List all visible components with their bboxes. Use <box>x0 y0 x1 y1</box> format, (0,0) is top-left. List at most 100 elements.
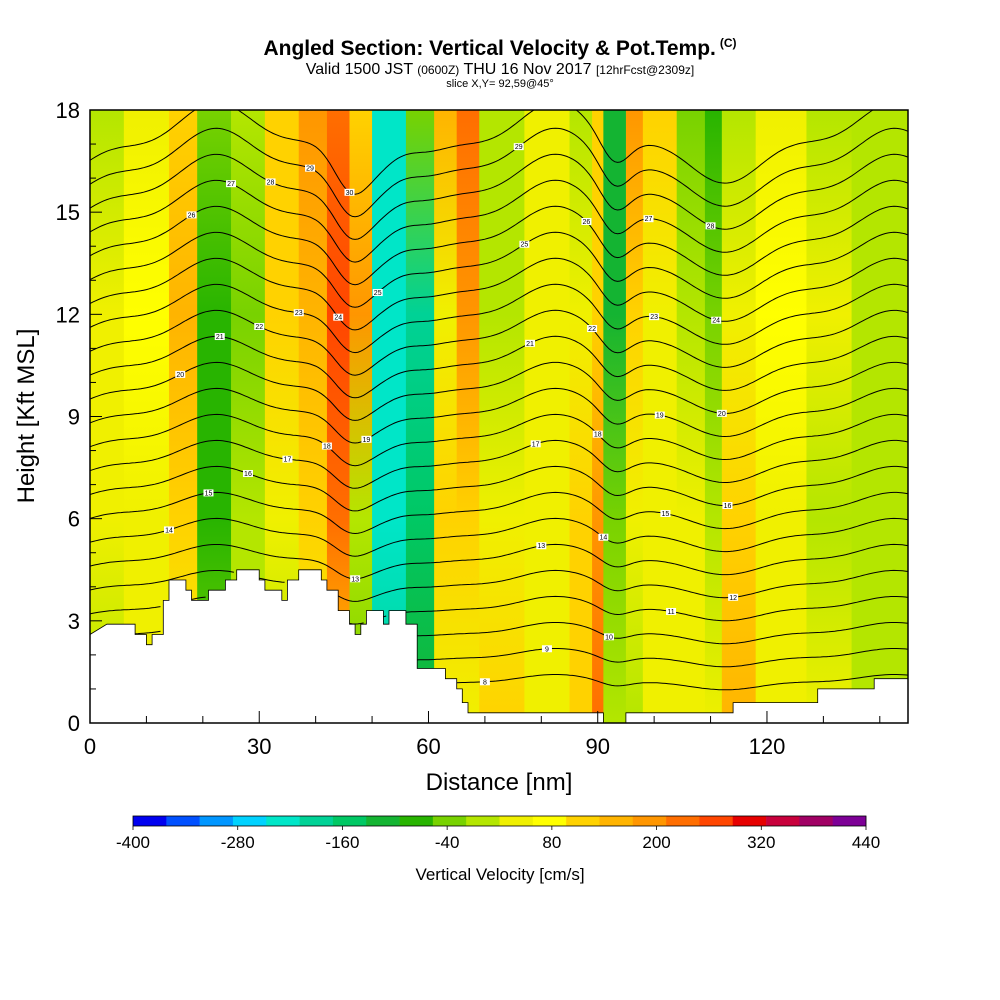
colorbar-swatch <box>366 816 400 826</box>
colorbar-swatch <box>266 816 300 826</box>
colorbar-title: Vertical Velocity [cm/s] <box>415 865 584 884</box>
colorbar-swatch <box>499 816 534 826</box>
valid-time: Valid 1500 JST <box>305 61 413 78</box>
contour-label-box <box>530 440 541 448</box>
forecast-info: [12hrFcst@2309z] <box>595 63 695 77</box>
x-tick-label: 120 <box>749 734 786 759</box>
contour-label: 29 <box>306 166 314 173</box>
contour-label-box <box>479 678 490 686</box>
contour-label-box <box>649 313 660 321</box>
contour-label-box <box>716 409 727 417</box>
y-tick-label: 12 <box>56 302 80 327</box>
y-tick-label: 0 <box>68 711 80 736</box>
theta-contour <box>135 622 908 645</box>
colorbar-swatch <box>166 816 200 826</box>
contour-label-box <box>592 430 603 438</box>
x-tick-label: 90 <box>585 734 609 759</box>
contour-label-box <box>226 180 237 188</box>
y-tick-label: 6 <box>68 507 80 532</box>
colorbar-tick-label: -280 <box>221 833 255 852</box>
colorbar-swatch <box>832 816 867 826</box>
velocity-column <box>721 110 757 723</box>
valid-utc: (0600Z) <box>417 63 460 77</box>
theta-contour <box>90 361 908 421</box>
copyright-mark: (C) <box>719 36 737 50</box>
theta-contour <box>90 595 908 625</box>
contour-label: 11 <box>667 609 674 616</box>
contour-label-box <box>660 509 671 517</box>
y-tick-label: 15 <box>56 200 80 225</box>
contour-label: 20 <box>718 411 726 418</box>
colorbar-swatch <box>432 816 467 826</box>
contour-label: 18 <box>323 444 331 451</box>
contour-label-box <box>282 455 293 463</box>
theta-contour <box>90 153 908 240</box>
velocity-column <box>434 110 458 723</box>
contour-label-box <box>305 164 316 172</box>
terrain-mask <box>90 569 908 723</box>
contour-label-box <box>519 240 530 248</box>
contour-label-box <box>654 411 665 419</box>
theta-contour <box>90 517 908 557</box>
colorbar-tick-label: -400 <box>116 833 150 852</box>
contour-label-box <box>186 211 197 219</box>
colorbar-swatch <box>199 816 234 826</box>
colorbar-swatch <box>466 816 500 826</box>
contour-label: 28 <box>707 223 715 230</box>
x-axis-title: Distance [nm] <box>426 769 573 796</box>
colorbar-swatch <box>332 816 367 826</box>
contour-label: 8 <box>483 679 487 686</box>
velocity-column <box>456 110 480 723</box>
contour-label-box <box>705 222 716 230</box>
contour-label-box <box>333 313 344 321</box>
contour-label: 10 <box>605 634 613 641</box>
contour-label-box <box>321 442 332 450</box>
contour-label: 30 <box>346 190 354 197</box>
velocity-column <box>755 110 807 723</box>
contour-label-box <box>344 188 355 196</box>
velocity-column <box>603 110 627 723</box>
x-axis-ticks: 0 30 60 90 120 <box>84 711 881 759</box>
contour-label: 22 <box>255 324 263 331</box>
contour-label: 17 <box>532 441 540 448</box>
contour-label: 25 <box>520 242 528 249</box>
contour-label-box <box>175 370 186 378</box>
contour-label: 21 <box>526 341 534 348</box>
contour-label: 13 <box>351 576 359 583</box>
theta-contour <box>90 387 908 444</box>
colorbar-frame <box>132 815 867 827</box>
theta-contours: 8 9 10 11 12 13 13 14 14 15 15 16 16 17 17 18 18 19 19 20 20… <box>90 110 908 691</box>
colorbar-swatch <box>532 816 567 826</box>
contour-label-box <box>598 533 609 541</box>
theta-contour <box>90 413 908 467</box>
chart-title-text: Angled Section: Vertical Velocity & Pot.… <box>263 37 716 60</box>
colorbar-swatch <box>666 816 700 826</box>
chart-title: Angled Section: Vertical Velocity & Pot.… <box>0 36 1000 61</box>
contour-label: 13 <box>537 543 545 550</box>
theta-contour <box>90 110 874 195</box>
theta-contour <box>90 283 908 354</box>
velocity-column <box>349 110 373 723</box>
colorbar-swatch <box>299 816 334 826</box>
colorbar-swatch <box>599 816 634 826</box>
contour-label-box <box>604 633 615 641</box>
contour-label-box <box>242 470 253 478</box>
colorbar-tick-label: -40 <box>435 833 460 852</box>
velocity-column <box>592 110 604 723</box>
contour-label: 25 <box>374 290 382 297</box>
chart-subtitle: Valid 1500 JST (0600Z) THU 16 Nov 2017 [… <box>0 61 1000 79</box>
contour-label-box <box>265 178 276 186</box>
colorbar-tick-label: -160 <box>325 833 359 852</box>
contour-label: 22 <box>588 326 596 333</box>
colorbar-tick-label: 80 <box>542 833 561 852</box>
contour-label: 26 <box>583 219 591 226</box>
x-tick-label: 0 <box>84 734 96 759</box>
contour-label: 29 <box>515 144 523 151</box>
contour-label-box <box>293 309 304 317</box>
colorbar-swatch <box>766 816 800 826</box>
velocity-column <box>625 110 644 723</box>
contour-label: 27 <box>645 216 653 223</box>
theta-contour <box>90 257 908 331</box>
colorbar-swatch <box>566 816 600 826</box>
velocity-column <box>569 110 593 723</box>
